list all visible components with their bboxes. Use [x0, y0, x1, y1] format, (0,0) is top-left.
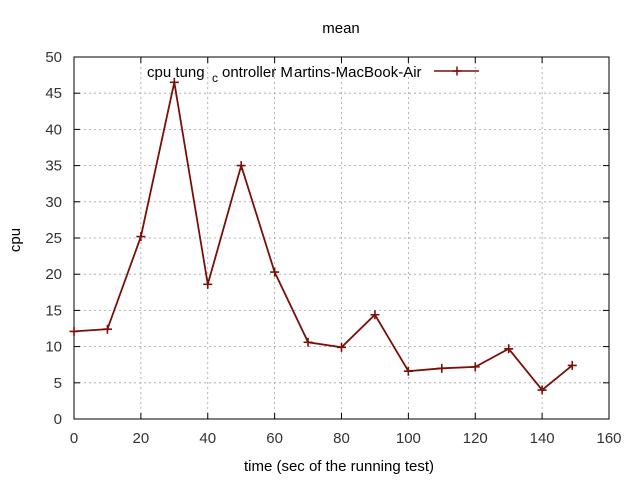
- series-group: [69, 77, 577, 395]
- data-point-marker: [567, 360, 577, 370]
- data-point-marker: [136, 232, 146, 242]
- y-axis-label: cpu: [7, 228, 24, 252]
- data-point-marker: [504, 344, 514, 354]
- chart-title: mean: [322, 20, 360, 37]
- x-tick-label: 60: [266, 430, 283, 447]
- x-tick-label: 20: [133, 430, 150, 447]
- data-point-marker: [69, 326, 79, 336]
- y-tick-label: 5: [54, 375, 62, 392]
- x-tick-label: 0: [70, 430, 78, 447]
- y-tick-label: 50: [45, 49, 62, 66]
- grid: [74, 57, 609, 419]
- x-tick-label: 100: [396, 430, 421, 447]
- data-point-marker: [537, 385, 547, 395]
- y-tick-label: 45: [45, 85, 62, 102]
- data-point-marker: [470, 362, 480, 372]
- legend-swatch-marker: [452, 66, 462, 76]
- legend-label-rest: ontroller M: [222, 64, 293, 81]
- data-point-marker: [102, 324, 112, 334]
- data-point-marker: [303, 337, 313, 347]
- legend: cpu tung c ontroller M artins-MacBook-Ai…: [147, 64, 479, 85]
- y-tick-label: 40: [45, 121, 62, 138]
- data-point-marker: [437, 363, 447, 373]
- axis-ticks: 0 20 40 60 80 100 120 140 160 0 5 10 15 20 25 30 35 40 45 5…: [45, 49, 621, 447]
- y-tick-label: 20: [45, 266, 62, 283]
- legend-label-main: cpu tung: [147, 64, 205, 81]
- data-point-marker: [370, 310, 380, 320]
- series-line: [73, 82, 573, 392]
- data-point-marker: [337, 342, 346, 352]
- y-tick-label: 10: [45, 339, 62, 356]
- x-tick-label: 80: [333, 430, 350, 447]
- data-point-marker: [236, 161, 246, 171]
- data-point-marker: [270, 267, 280, 277]
- data-point-marker: [203, 279, 213, 289]
- y-tick-label: 0: [54, 411, 62, 428]
- legend-label-sub: c: [212, 71, 218, 85]
- x-tick-label: 160: [596, 430, 621, 447]
- y-tick-label: 25: [45, 230, 62, 247]
- y-tick-label: 35: [45, 158, 62, 175]
- x-tick-label: 140: [530, 430, 555, 447]
- data-point-marker: [403, 366, 413, 376]
- legend-label-host: artins-MacBook-Air: [294, 64, 422, 81]
- x-tick-label: 40: [199, 430, 216, 447]
- y-tick-label: 30: [45, 194, 62, 211]
- x-axis-label: time (sec of the running test): [244, 458, 434, 475]
- y-tick-label: 15: [45, 302, 62, 319]
- x-tick-label: 120: [463, 430, 488, 447]
- data-point-marker: [169, 77, 179, 87]
